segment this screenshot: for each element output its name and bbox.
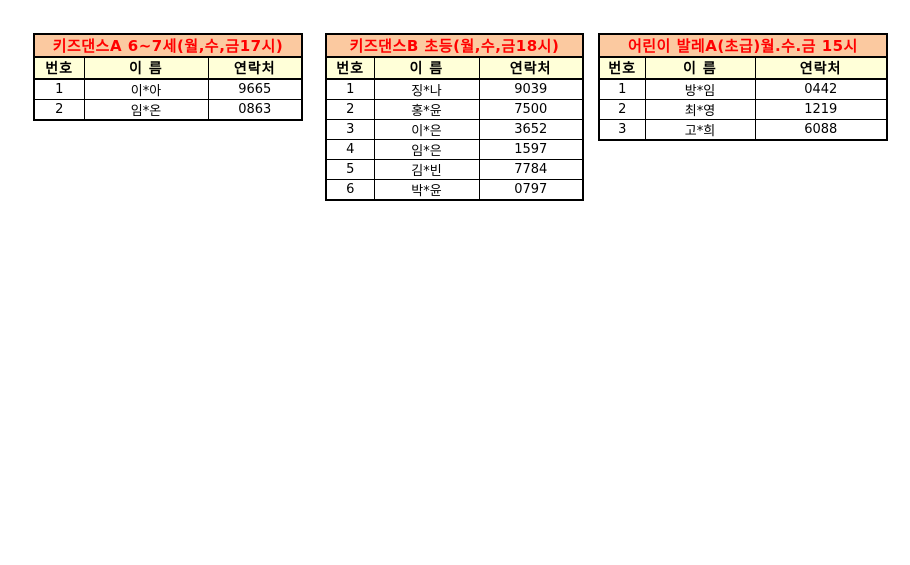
- cell-name: 김*빈: [373, 159, 480, 180]
- table-header-row: 번호 이 름 연락처: [598, 56, 888, 80]
- cell-number: 4: [325, 139, 375, 160]
- cell-name: 이*은: [373, 119, 480, 140]
- col-header-number: 번호: [598, 56, 646, 80]
- cell-number: 2: [598, 99, 646, 120]
- table-row: 6 박*윤 0797: [325, 179, 584, 201]
- table-row: 2 최*영 1219: [598, 99, 888, 120]
- table-row: 2 임*온 0863: [33, 99, 303, 121]
- table-row: 1 징*나 9039: [325, 78, 584, 100]
- table-title-row: 키즈댄스B 초등(월,수,금18시): [325, 33, 584, 58]
- cell-number: 1: [33, 78, 85, 100]
- cell-contact: 0797: [478, 179, 584, 201]
- cell-contact: 9039: [478, 78, 584, 100]
- cell-name: 임*은: [373, 139, 480, 160]
- cell-contact: 7784: [478, 159, 584, 180]
- cell-name: 박*윤: [373, 179, 480, 201]
- col-header-number: 번호: [325, 56, 375, 80]
- cell-number: 6: [325, 179, 375, 201]
- cell-contact: 9665: [207, 78, 303, 100]
- table-title: 키즈댄스A 6~7세(월,수,금17시): [33, 33, 303, 58]
- table-header-row: 번호 이 름 연락처: [325, 56, 584, 80]
- col-header-contact: 연락처: [478, 56, 584, 80]
- table-title-row: 어린이 발레A(초급)월.수.금 15시: [598, 33, 888, 58]
- table-title: 어린이 발레A(초급)월.수.금 15시: [598, 33, 888, 58]
- table-row: 1 이*아 9665: [33, 78, 303, 100]
- cell-name: 최*영: [644, 99, 756, 120]
- table-title: 키즈댄스B 초등(월,수,금18시): [325, 33, 584, 58]
- cell-name: 임*온: [83, 99, 209, 121]
- cell-name: 고*희: [644, 119, 756, 141]
- cell-contact: 1219: [754, 99, 888, 120]
- col-header-number: 번호: [33, 56, 85, 80]
- cell-contact: 3652: [478, 119, 584, 140]
- cell-contact: 1597: [478, 139, 584, 160]
- cell-contact: 0442: [754, 78, 888, 100]
- col-header-name: 이 름: [373, 56, 480, 80]
- cell-contact: 6088: [754, 119, 888, 141]
- cell-number: 2: [325, 99, 375, 120]
- cell-number: 3: [598, 119, 646, 141]
- table-row: 4 임*은 1597: [325, 139, 584, 160]
- table-row: 5 김*빈 7784: [325, 159, 584, 180]
- table-row: 1 방*임 0442: [598, 78, 888, 100]
- table-row: 3 고*희 6088: [598, 119, 888, 141]
- cell-number: 3: [325, 119, 375, 140]
- table-title-row: 키즈댄스A 6~7세(월,수,금17시): [33, 33, 303, 58]
- table-row: 2 홍*윤 7500: [325, 99, 584, 120]
- col-header-contact: 연락처: [754, 56, 888, 80]
- table-header-row: 번호 이 름 연락처: [33, 56, 303, 80]
- cell-name: 징*나: [373, 78, 480, 100]
- cell-contact: 0863: [207, 99, 303, 121]
- cell-number: 1: [325, 78, 375, 100]
- cell-name: 홍*윤: [373, 99, 480, 120]
- roster-table-kids-dance-a: 키즈댄스A 6~7세(월,수,금17시) 번호 이 름 연락처 1 이*아 96…: [33, 33, 304, 121]
- cell-contact: 7500: [478, 99, 584, 120]
- table-row: 3 이*은 3652: [325, 119, 584, 140]
- col-header-name: 이 름: [83, 56, 209, 80]
- col-header-name: 이 름: [644, 56, 756, 80]
- col-header-contact: 연락처: [207, 56, 303, 80]
- roster-table-kids-dance-b: 키즈댄스B 초등(월,수,금18시) 번호 이 름 연락처 1 징*나 9039…: [325, 33, 584, 201]
- cell-name: 방*임: [644, 78, 756, 100]
- roster-table-children-ballet-a: 어린이 발레A(초급)월.수.금 15시 번호 이 름 연락처 1 방*임 04…: [598, 33, 888, 141]
- cell-number: 2: [33, 99, 85, 121]
- cell-name: 이*아: [83, 78, 209, 100]
- cell-number: 5: [325, 159, 375, 180]
- cell-number: 1: [598, 78, 646, 100]
